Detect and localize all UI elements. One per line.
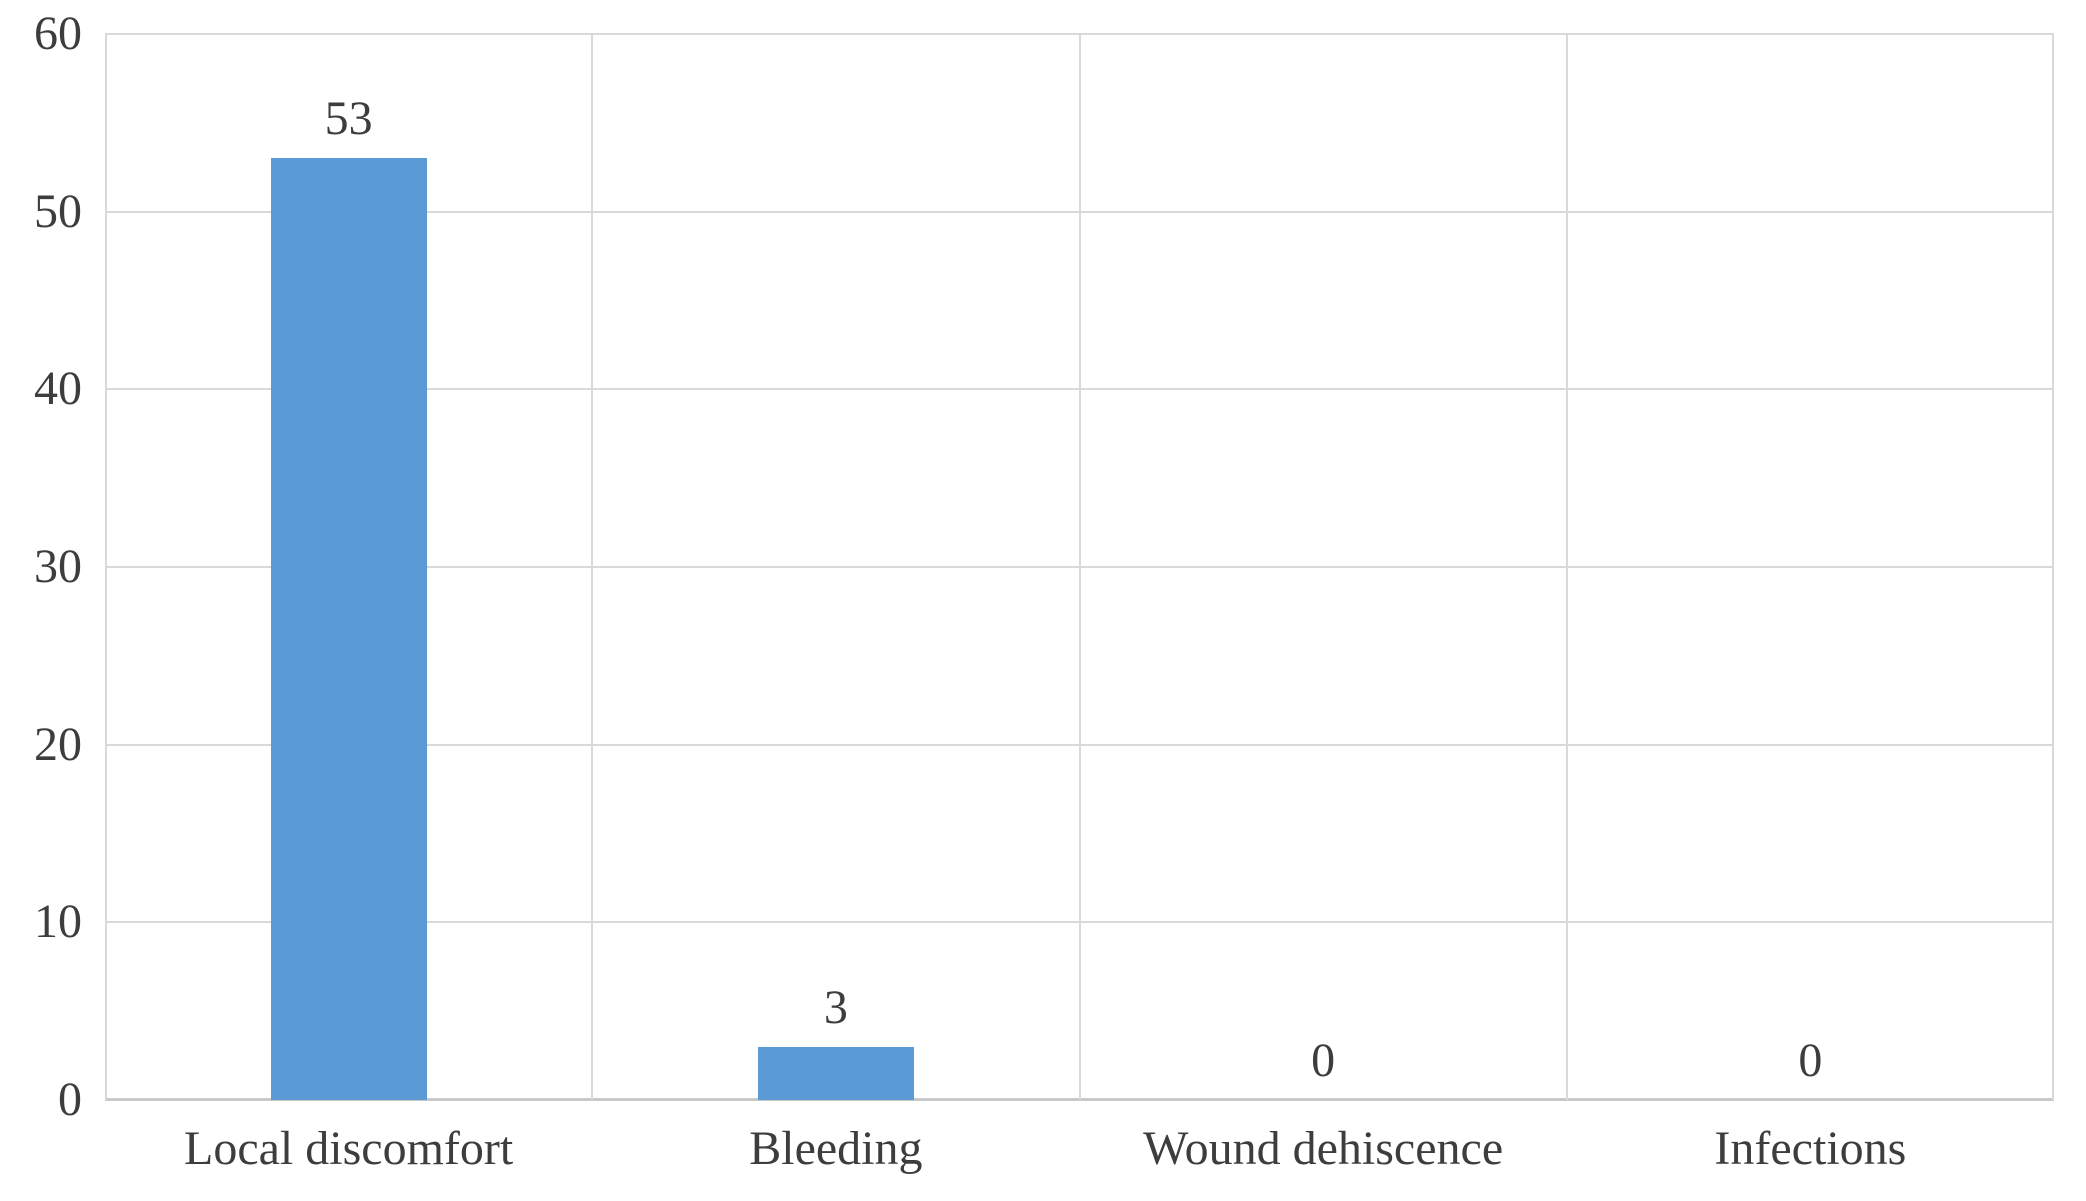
bar-value-label: 0 [1311,1034,1336,1087]
category-label-2: Bleeding [749,1122,923,1175]
vertical-gridline [1078,34,1081,1100]
vertical-gridline [105,34,107,1100]
category-label-4: Infections [1714,1122,1907,1175]
y-axis-tick-label: 40 [34,362,82,416]
plot-area: 53 3 0 0 [105,33,2054,1101]
y-axis-tick-label: 10 [34,895,82,949]
category-label-3: Wound dehiscence [1143,1122,1504,1175]
category-label-1: Local discomfort [184,1122,514,1175]
y-axis-tick-label: 60 [34,7,82,60]
bar-value-label: 0 [1798,1034,1823,1087]
y-axis-tick-label: 50 [34,184,82,238]
vertical-gridline [591,34,594,1100]
y-axis-tick-label: 20 [34,717,82,771]
bar-local-discomfort [270,158,427,1100]
bar-value-label: 53 [324,92,373,146]
y-axis-tick-label: 0 [58,1073,82,1126]
bar-value-label: 3 [823,980,848,1034]
bar-bleeding [757,1046,914,1100]
vertical-gridline [1565,34,1568,1100]
y-axis-tick-label: 30 [34,540,82,593]
vertical-gridline [2052,34,2054,1100]
